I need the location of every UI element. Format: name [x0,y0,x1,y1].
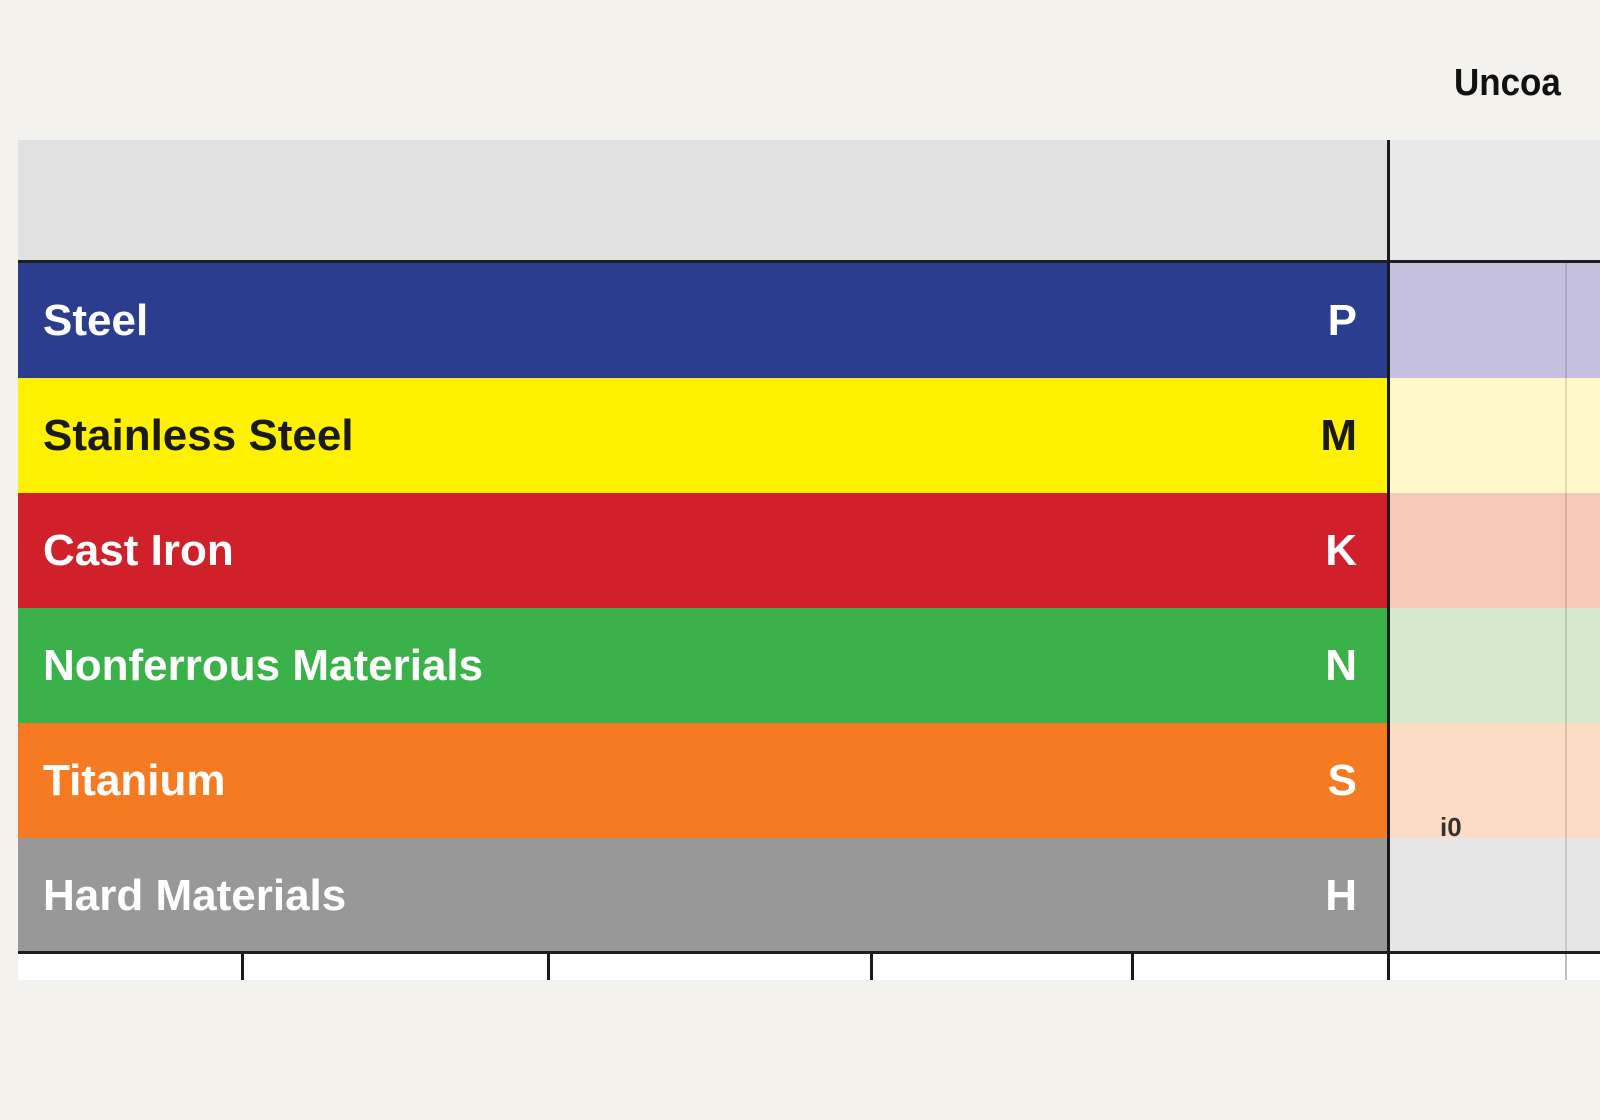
table-header-blank [18,140,1387,260]
column-divider [547,954,550,980]
column-divider [241,954,244,980]
material-row-titanium: Titanium S [18,723,1600,838]
material-name: Titanium [43,755,226,805]
material-cell: Titanium S [18,723,1387,838]
uncoated-cell [1390,378,1600,493]
column-divider [1565,493,1567,608]
material-name: Stainless Steel [43,410,354,460]
uncoated-cell [1390,838,1600,953]
material-name: Cast Iron [43,525,234,575]
column-divider [1565,263,1567,378]
table-bottom-divider [18,951,1600,954]
iso-code: S [1327,755,1357,805]
page-background [0,980,1600,1120]
material-name: Hard Materials [43,870,347,920]
cut-off-text: i0 [1440,812,1462,840]
material-name: Steel [43,295,149,345]
material-rows: Steel P Stainless Steel M Cast Iron K [18,263,1600,953]
material-cell: Cast Iron K [18,493,1387,608]
material-cell: Nonferrous Materials N [18,608,1387,723]
material-cell: Hard Materials H [18,838,1387,953]
iso-code: M [1320,410,1357,460]
material-cell: Steel P [18,263,1387,378]
column-divider [1565,723,1567,838]
uncoated-column-title: Uncoa [1454,62,1561,104]
column-divider [1565,608,1567,723]
section-divider [1387,140,1390,980]
iso-code: P [1327,295,1357,345]
material-row-nonferrous: Nonferrous Materials N [18,608,1600,723]
column-divider [1565,838,1567,953]
iso-code: K [1325,525,1357,575]
header-divider [18,260,1600,263]
uncoated-cell [1390,263,1600,378]
column-divider [1565,954,1567,980]
next-row-strip [18,954,1600,980]
material-row-hard-materials: Hard Materials H [18,838,1600,953]
iso-code: H [1325,870,1357,920]
material-row-steel: Steel P [18,263,1600,378]
material-name: Nonferrous Materials [43,640,484,690]
column-divider [870,954,873,980]
column-divider [1131,954,1134,980]
uncoated-cell [1390,723,1600,838]
iso-code: N [1325,640,1357,690]
column-divider [1565,378,1567,493]
uncoated-cell [1390,608,1600,723]
material-cell: Stainless Steel M [18,378,1387,493]
table-header-uncoated [1389,140,1600,260]
uncoated-cell [1390,493,1600,608]
material-table: Steel P Stainless Steel M Cast Iron K [18,140,1600,980]
material-row-cast-iron: Cast Iron K [18,493,1600,608]
material-row-stainless-steel: Stainless Steel M [18,378,1600,493]
